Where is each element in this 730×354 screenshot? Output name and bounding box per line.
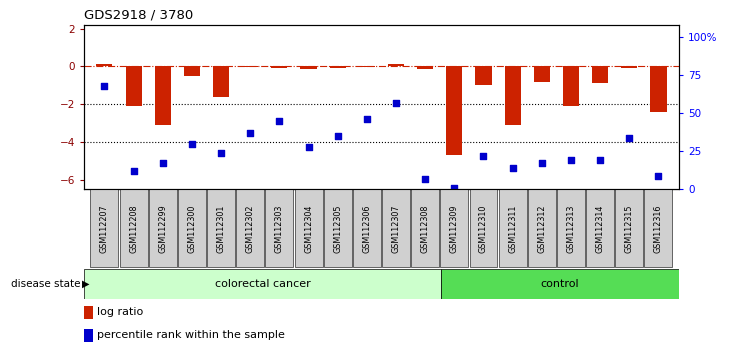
Text: GSM112316: GSM112316 xyxy=(654,204,663,252)
Point xyxy=(477,153,489,159)
Bar xyxy=(184,67,200,76)
Point xyxy=(390,100,402,105)
Text: GDS2918 / 3780: GDS2918 / 3780 xyxy=(84,8,193,21)
FancyBboxPatch shape xyxy=(411,189,439,267)
Bar xyxy=(96,64,112,67)
FancyBboxPatch shape xyxy=(207,189,235,267)
Text: GSM112314: GSM112314 xyxy=(596,204,604,252)
FancyBboxPatch shape xyxy=(469,189,498,267)
Point xyxy=(623,135,635,141)
Text: GSM112309: GSM112309 xyxy=(450,204,459,253)
FancyBboxPatch shape xyxy=(91,189,118,267)
Point xyxy=(274,118,285,124)
Bar xyxy=(84,329,93,342)
Text: percentile rank within the sample: percentile rank within the sample xyxy=(97,330,285,341)
Bar xyxy=(126,67,142,106)
FancyBboxPatch shape xyxy=(323,189,352,267)
Bar xyxy=(213,67,229,97)
Point xyxy=(332,133,344,139)
Text: GSM112307: GSM112307 xyxy=(391,204,401,253)
Text: colorectal cancer: colorectal cancer xyxy=(215,279,310,289)
Bar xyxy=(417,67,433,69)
Text: log ratio: log ratio xyxy=(97,307,144,318)
FancyBboxPatch shape xyxy=(120,189,147,267)
Text: GSM112313: GSM112313 xyxy=(566,204,575,252)
FancyBboxPatch shape xyxy=(265,189,293,267)
Bar xyxy=(388,64,404,67)
Point xyxy=(303,144,315,149)
Text: GSM112310: GSM112310 xyxy=(479,204,488,252)
FancyBboxPatch shape xyxy=(557,189,585,267)
Bar xyxy=(475,67,491,85)
FancyBboxPatch shape xyxy=(294,189,323,267)
Bar xyxy=(650,67,666,112)
FancyBboxPatch shape xyxy=(353,189,381,267)
Bar xyxy=(621,67,637,68)
Point xyxy=(536,161,548,166)
Point xyxy=(594,158,606,163)
FancyBboxPatch shape xyxy=(586,189,614,267)
Point xyxy=(565,158,577,163)
Text: GSM112311: GSM112311 xyxy=(508,204,517,252)
FancyBboxPatch shape xyxy=(440,189,469,267)
Bar xyxy=(155,67,171,125)
Point xyxy=(128,168,139,174)
Point xyxy=(448,185,460,191)
FancyBboxPatch shape xyxy=(178,189,206,267)
Text: control: control xyxy=(541,279,579,289)
Text: GSM112300: GSM112300 xyxy=(188,204,196,252)
Bar xyxy=(84,306,93,319)
FancyBboxPatch shape xyxy=(441,269,679,299)
FancyBboxPatch shape xyxy=(645,189,672,267)
Text: GSM112305: GSM112305 xyxy=(333,204,342,253)
Bar xyxy=(534,67,550,81)
Bar xyxy=(563,67,579,106)
Point xyxy=(361,116,373,122)
Bar xyxy=(272,67,288,68)
FancyBboxPatch shape xyxy=(382,189,410,267)
Text: GSM112304: GSM112304 xyxy=(304,204,313,252)
FancyBboxPatch shape xyxy=(237,189,264,267)
FancyBboxPatch shape xyxy=(615,189,643,267)
Bar xyxy=(504,67,520,125)
Point xyxy=(653,173,664,178)
FancyBboxPatch shape xyxy=(528,189,556,267)
Text: ▶: ▶ xyxy=(82,279,89,289)
Point xyxy=(99,83,110,88)
Text: GSM112312: GSM112312 xyxy=(537,204,546,253)
Text: GSM112306: GSM112306 xyxy=(362,204,372,252)
Point xyxy=(419,176,431,182)
Point xyxy=(215,150,227,156)
Text: GSM112303: GSM112303 xyxy=(275,204,284,252)
Text: GSM112315: GSM112315 xyxy=(625,204,634,253)
Text: GSM112302: GSM112302 xyxy=(246,204,255,253)
Bar xyxy=(301,67,317,69)
Point xyxy=(507,165,518,171)
Text: GSM112208: GSM112208 xyxy=(129,204,138,253)
FancyBboxPatch shape xyxy=(84,269,441,299)
Text: GSM112301: GSM112301 xyxy=(217,204,226,252)
Bar xyxy=(592,67,608,84)
Text: GSM112299: GSM112299 xyxy=(158,204,167,253)
Text: disease state: disease state xyxy=(11,279,80,289)
Text: GSM112308: GSM112308 xyxy=(420,204,430,252)
Text: GSM112207: GSM112207 xyxy=(100,204,109,253)
Bar xyxy=(330,67,346,68)
Point xyxy=(186,141,198,147)
FancyBboxPatch shape xyxy=(499,189,526,267)
Bar xyxy=(446,67,462,155)
Point xyxy=(245,130,256,136)
Point xyxy=(157,161,169,166)
FancyBboxPatch shape xyxy=(149,189,177,267)
